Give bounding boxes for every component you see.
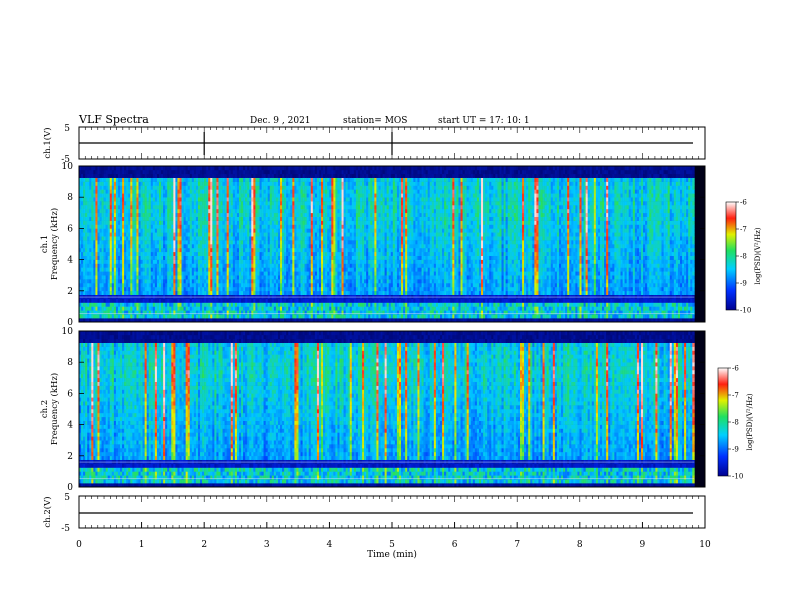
wave2-ytick-bottom: -5 xyxy=(61,524,70,534)
wave1-ylabel: ch.1(V) xyxy=(42,127,53,158)
colorbar-tick: -9 xyxy=(732,446,739,454)
colorbar2-label: log(PSD)(V²/Hz) xyxy=(746,393,754,450)
colorbar-ch1: -6 -7 -8 -9 -10 log(PSD)(V²/Hz) xyxy=(725,199,762,315)
spec1-channel-label: ch.1 xyxy=(40,235,50,253)
colorbar-tick: -6 xyxy=(732,365,739,373)
colorbar-tick: -10 xyxy=(740,307,751,315)
colorbar-tick: -6 xyxy=(740,199,747,207)
colorbar-ch2: -6 -7 -8 -9 -10 log(PSD)(V²/Hz) xyxy=(717,365,754,481)
x-tick-label: 3 xyxy=(264,540,270,550)
station-label: station= MOS xyxy=(343,116,407,126)
x-tick-label: 0 xyxy=(76,540,82,550)
wave2-ytick-top: 5 xyxy=(64,493,70,503)
colorbar-tick: -7 xyxy=(740,226,747,234)
wave2-ylabel: ch.2(V) xyxy=(42,496,53,527)
spec1-ytick: 2 xyxy=(67,287,73,297)
wave1-ytick-top: 5 xyxy=(64,124,70,134)
spec2-ytick: 0 xyxy=(67,483,73,493)
spec2-ytick: 2 xyxy=(67,452,73,462)
colorbar-tick: -8 xyxy=(732,419,739,427)
figure-title: VLF Spectra xyxy=(78,113,149,126)
spec2-ytick: 6 xyxy=(67,389,73,399)
x-tick-label: 9 xyxy=(640,540,646,550)
colorbar1-label: log(PSD)(V²/Hz) xyxy=(754,227,762,284)
spec2-ytick: 10 xyxy=(62,327,74,337)
x-tick-label: 2 xyxy=(201,540,207,550)
x-axis-label: Time (min) xyxy=(367,549,417,560)
waveform-panel-ch1: 5 -5 ch.1(V) xyxy=(42,124,706,165)
spec2-ytick: 4 xyxy=(67,421,73,431)
date-label: Dec. 9 , 2021 xyxy=(250,116,311,126)
spec1-ytick: 10 xyxy=(62,162,74,172)
colorbar-tick: -10 xyxy=(732,473,743,481)
spec2-ytick: 8 xyxy=(67,358,73,368)
spectrogram-ch2: 0 2 4 6 8 10 ch.2 Frequency (kHz) xyxy=(40,327,706,493)
x-tick-label: 6 xyxy=(452,540,458,550)
spectrogram-ch1: 0 2 4 6 8 10 ch.1 Frequency (kHz) xyxy=(40,162,706,328)
spec1-ytick: 6 xyxy=(67,224,73,234)
x-tick-label: 10 xyxy=(699,540,711,550)
colorbar-tick: -8 xyxy=(740,253,747,261)
x-tick-label: 8 xyxy=(577,540,583,550)
waveform-panel-ch2: 5 -5 ch.2(V) 0 1 2 3 4 5 6 7 8 9 10 Time (min) xyxy=(42,493,711,560)
wave1-ytick-bottom: -5 xyxy=(61,155,70,165)
x-tick-label: 5 xyxy=(389,540,395,550)
x-tick-label: 7 xyxy=(514,540,520,550)
x-tick-label: 4 xyxy=(327,540,333,550)
spec1-ytick: 8 xyxy=(67,193,73,203)
spec2-ylabel: Frequency (kHz) xyxy=(49,373,60,445)
spec1-ytick: 4 xyxy=(67,256,73,266)
spec1-ylabel: Frequency (kHz) xyxy=(49,208,60,280)
spec1-ytick: 0 xyxy=(67,318,73,328)
spec2-channel-label: ch.2 xyxy=(40,400,50,418)
start-time-label: start UT = 17: 10: 1 xyxy=(438,116,530,126)
x-tick-label: 1 xyxy=(139,540,145,550)
colorbar-tick: -7 xyxy=(732,392,739,400)
colorbar-tick: -9 xyxy=(740,280,747,288)
